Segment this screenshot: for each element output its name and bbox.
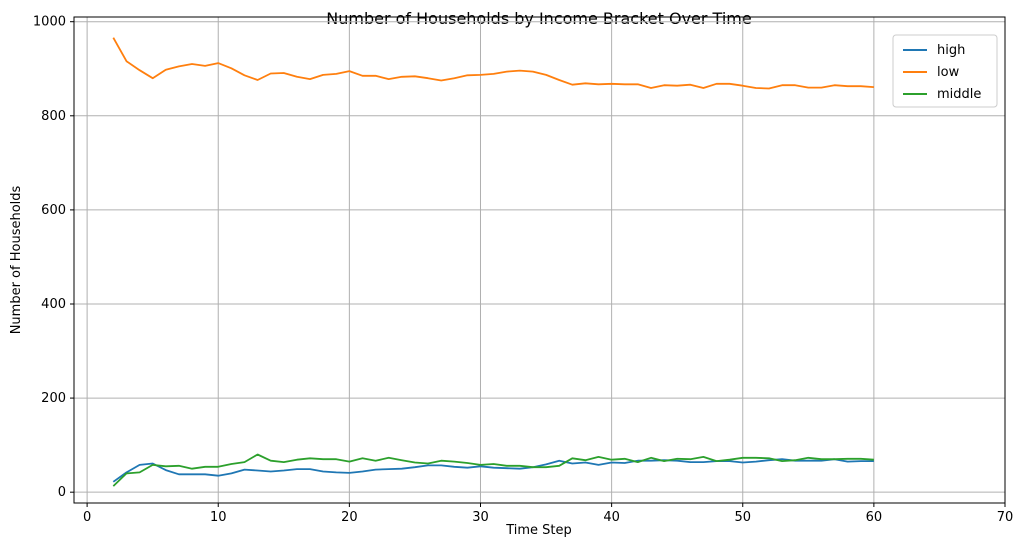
x-tick-label: 50 (734, 510, 751, 525)
legend-label-high: high (937, 43, 965, 58)
chart-title: Number of Households by Income Bracket O… (326, 9, 751, 28)
x-axis-label: Time Step (505, 523, 572, 538)
y-axis: 0 200 400 600 800 1000 (33, 15, 74, 500)
x-tick-label: 30 (472, 510, 489, 525)
x-tick-label: 40 (603, 510, 620, 525)
y-tick-label: 200 (41, 391, 66, 406)
legend: high low middle (892, 34, 998, 108)
y-tick-label: 0 (58, 485, 66, 500)
y-axis-label: Number of Households (9, 185, 24, 334)
x-tick-label: 70 (997, 510, 1014, 525)
legend-label-low: low (937, 65, 960, 80)
x-tick-label: 0 (83, 510, 91, 525)
legend-label-middle: middle (937, 87, 981, 102)
x-tick-label: 20 (341, 510, 358, 525)
y-tick-label: 1000 (33, 15, 66, 30)
legend-box (892, 34, 998, 108)
series-line-high (112, 458, 874, 483)
y-tick-label: 600 (41, 203, 66, 218)
series-lines (112, 37, 874, 487)
series-line-low (112, 37, 874, 90)
x-tick-label: 10 (210, 510, 227, 525)
grid (74, 17, 1006, 503)
series-line-middle (112, 453, 874, 487)
x-tick-label: 60 (866, 510, 883, 525)
x-axis: 0 10 20 30 40 50 60 70 (83, 503, 1013, 525)
y-tick-label: 400 (41, 297, 66, 312)
y-tick-label: 800 (41, 109, 66, 124)
plot-frame (73, 16, 1006, 504)
